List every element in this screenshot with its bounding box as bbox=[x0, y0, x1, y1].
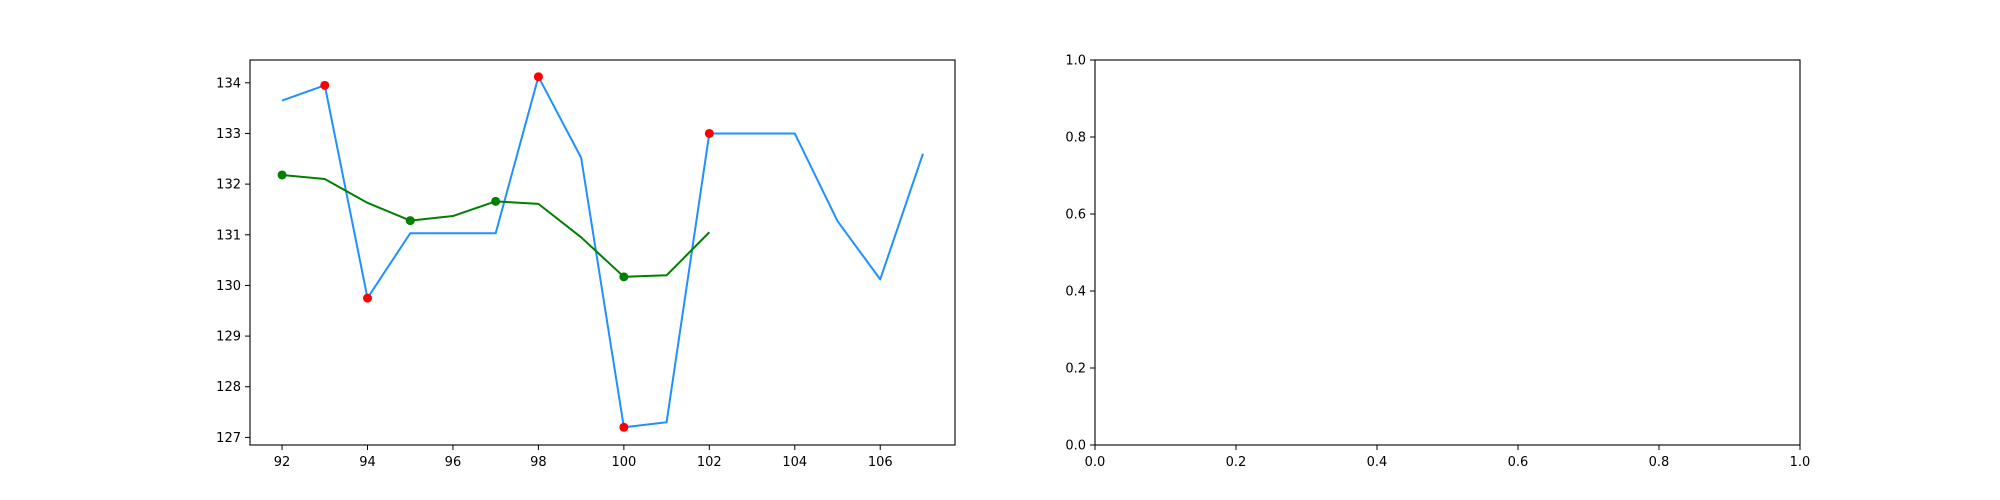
left-y-tick-label: 128 bbox=[216, 380, 241, 395]
left-y-tick-label: 132 bbox=[216, 178, 241, 193]
right-y-tick-label: 0.0 bbox=[1065, 439, 1086, 454]
left-y-tick-label: 134 bbox=[216, 76, 241, 91]
right-y-tick-label: 0.6 bbox=[1065, 208, 1086, 223]
left-x-tick-label: 106 bbox=[868, 455, 893, 470]
left-x-tick-label: 94 bbox=[359, 455, 376, 470]
left-y-tick-label: 133 bbox=[216, 127, 241, 142]
left-frame bbox=[249, 59, 956, 446]
left-x-tick-label: 102 bbox=[697, 455, 722, 470]
left-series-3-point bbox=[277, 170, 287, 180]
left-series-2-point bbox=[619, 422, 629, 432]
left-series-1-line bbox=[281, 173, 711, 278]
right-frame bbox=[1094, 59, 1801, 446]
right-x-tick-label: 0.2 bbox=[1226, 455, 1247, 470]
left-y-tick-label: 127 bbox=[216, 431, 241, 446]
left-y-tick-label: 130 bbox=[216, 279, 241, 294]
right-y-tick-label: 1.0 bbox=[1065, 54, 1086, 69]
left-y-tick-label: 131 bbox=[216, 228, 241, 243]
left-x-tick-label: 98 bbox=[530, 455, 547, 470]
left-x-tick-label: 92 bbox=[274, 455, 291, 470]
right-empty-axes: 0.0 0.2 0.4 0.6 0.8 1.0 0.0 0.2 0.4 0.6 0.8 1.0 bbox=[1065, 54, 1810, 471]
left-series-2-point bbox=[533, 72, 543, 82]
left-series-0-line bbox=[281, 75, 924, 429]
left-series-3-point bbox=[619, 272, 629, 282]
right-x-tick-label: 0.8 bbox=[1649, 455, 1670, 470]
left-series-3-point bbox=[491, 196, 501, 206]
left-x-tick-label: 100 bbox=[611, 455, 636, 470]
left-line-chart: 92 94 96 98 100 102 104 106 127 128 129 130 131 132 13… bbox=[216, 59, 956, 470]
right-y-tick-label: 0.8 bbox=[1065, 131, 1086, 146]
right-x-tick-label: 0.0 bbox=[1085, 455, 1106, 470]
left-series-3-point bbox=[405, 216, 415, 226]
left-series-2-point bbox=[363, 293, 372, 303]
right-y-tick-label: 0.2 bbox=[1065, 362, 1086, 377]
right-x-tick-label: 1.0 bbox=[1790, 455, 1811, 470]
right-y-tick-label: 0.4 bbox=[1065, 285, 1086, 300]
left-x-tick-label: 96 bbox=[445, 455, 462, 470]
left-series-2-point bbox=[320, 80, 330, 90]
right-x-tick-label: 0.6 bbox=[1508, 455, 1529, 470]
left-series-2-point bbox=[704, 128, 714, 138]
right-x-tick-label: 0.4 bbox=[1367, 455, 1388, 470]
left-y-tick-label: 129 bbox=[216, 330, 241, 345]
left-x-tick-label: 104 bbox=[782, 455, 807, 470]
